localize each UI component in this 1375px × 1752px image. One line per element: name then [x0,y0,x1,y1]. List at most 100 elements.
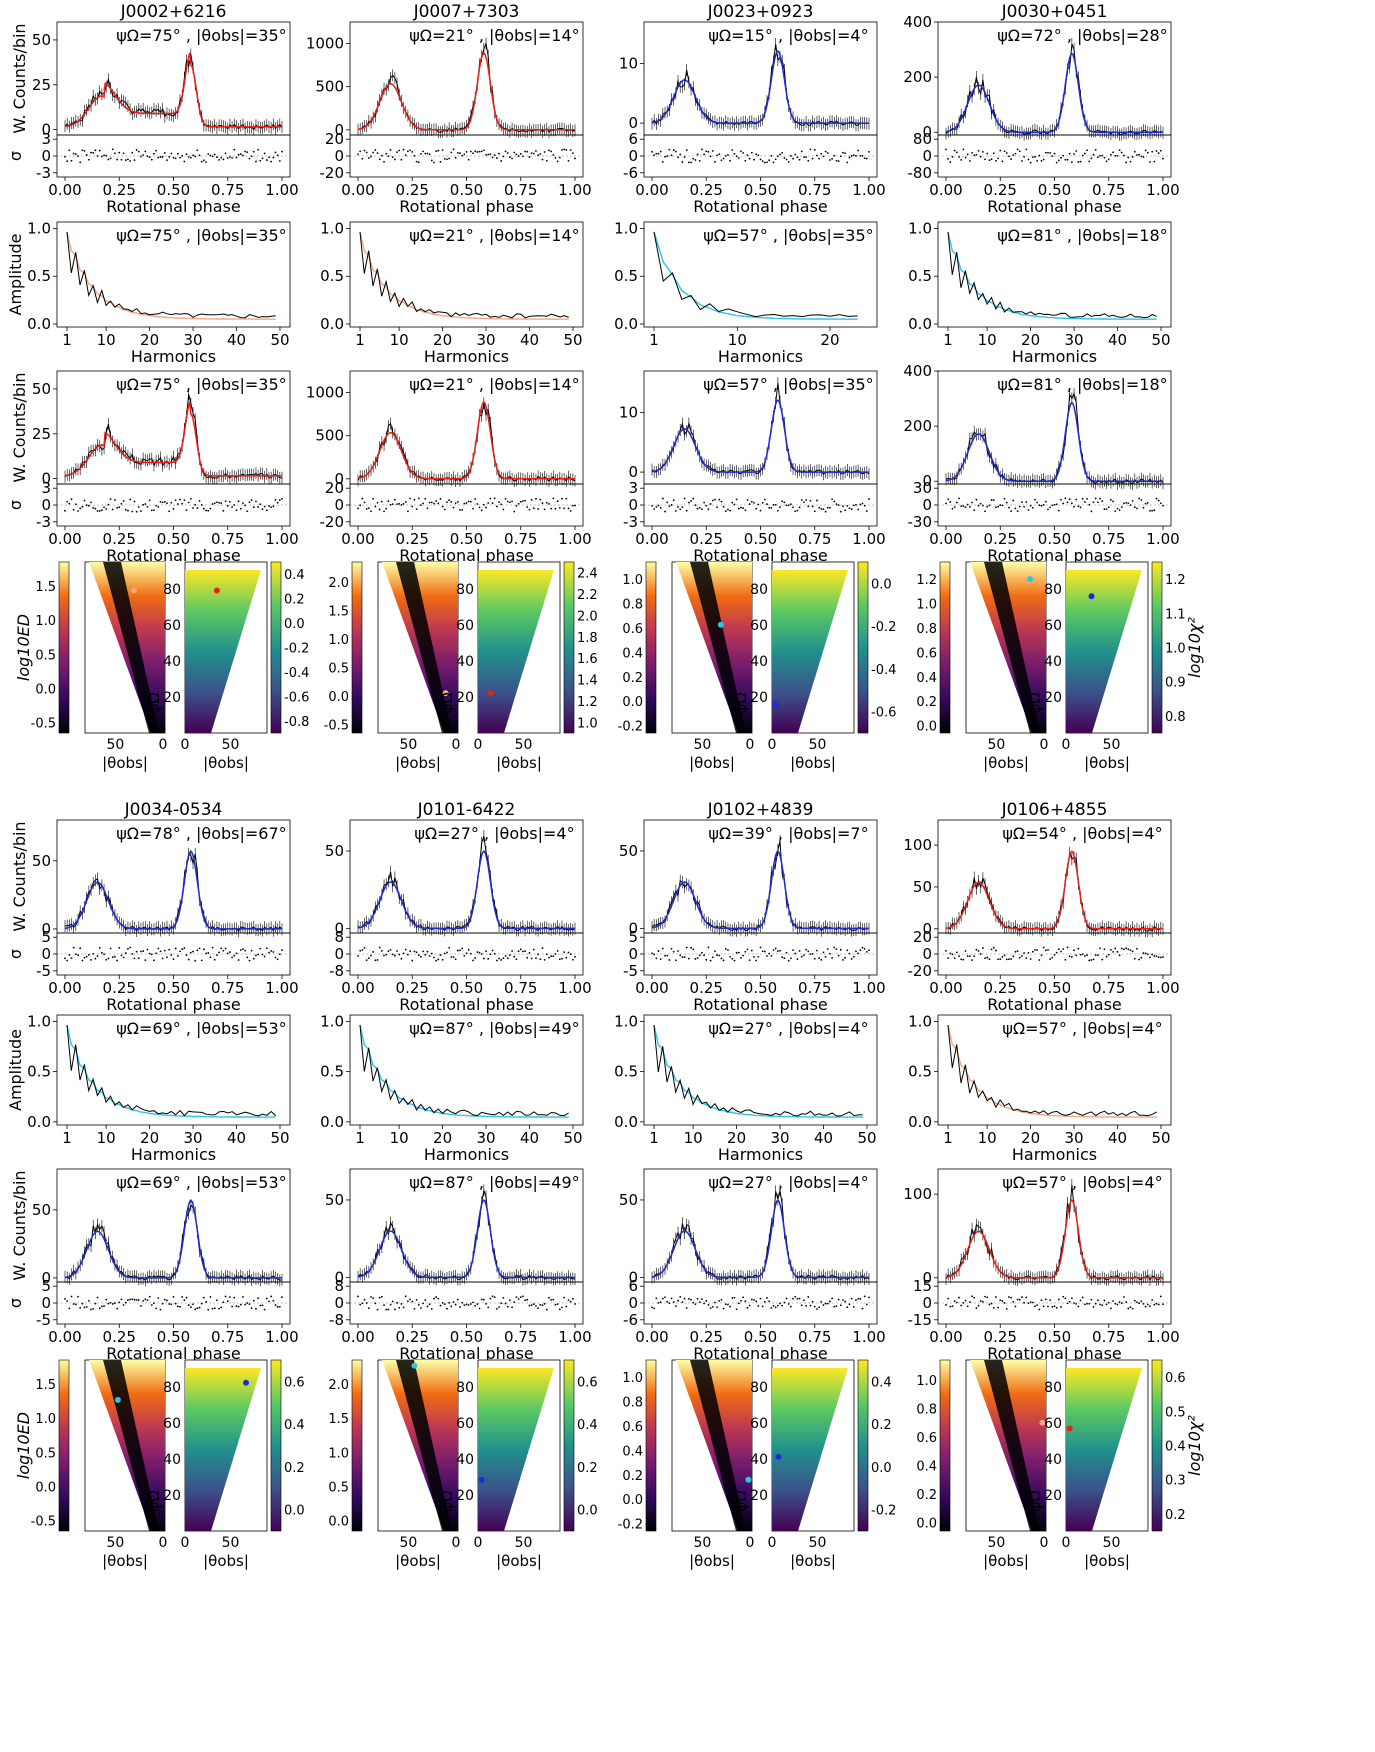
residual-point [407,510,409,513]
residual-point [679,954,682,957]
harmonics-ytick-label: 1.0 [908,219,932,237]
residual-point [539,1303,542,1306]
residual-point [482,503,485,506]
residual-point [454,156,457,159]
residual-point [672,149,675,151]
residual-point [74,153,77,156]
residual-point [439,160,442,163]
residual-point [1149,509,1151,512]
residual-point [196,1307,199,1310]
residual-point [798,158,801,161]
profile-xtick-label: 0.25 [984,181,1017,199]
residual-point [357,507,359,510]
residual-point [157,506,160,508]
residual-point [1116,507,1119,510]
map-right-xtick-label: 0 [474,737,483,753]
residual-point [545,1308,548,1311]
colorbar-left-tick-label: 1.5 [328,604,349,619]
residual-point [515,504,518,507]
residual-point [1036,501,1039,504]
residual-point [131,510,134,513]
harmonics-model-line [653,1024,863,1118]
residual-point [683,156,686,158]
residual-point [855,155,857,157]
profile-model-line [64,401,282,477]
colorbar-left-tick-label: 1.5 [35,1378,56,1393]
residual-point [417,497,420,500]
residual-point [659,150,662,153]
residual-point [448,157,451,160]
residual-point [705,958,708,961]
residual-point [805,948,807,951]
residual-point [491,156,494,159]
colorbar-right-tick-label: 0.4 [577,1418,598,1433]
residual-point [1107,506,1110,509]
residual-point [166,159,168,162]
residual-point [681,956,684,959]
residual-point [79,1306,82,1309]
residual-point [114,955,116,958]
residual-point [955,951,958,954]
fit-parameters-label: ψΩ=69° , |θobs|=53° [116,1019,286,1038]
residual-point [569,510,572,512]
residual-point [813,1305,816,1308]
residual-point [250,1307,253,1309]
residual-point [509,1299,511,1302]
colorbar-right-tick-label: 1.1 [1165,607,1186,622]
residual-point [863,1295,866,1298]
residual-point [532,1303,535,1306]
residual-point [242,948,244,951]
residual-point [947,957,950,960]
residual-point [274,1304,277,1306]
colorbar-right [270,1359,282,1532]
residual-point [246,1302,249,1304]
residual-point [111,1303,114,1305]
residual-point [951,953,954,956]
residual-point [116,959,118,962]
residual-point [272,951,275,953]
map-left-xtick-label: 0 [1040,737,1049,753]
residual-point [685,1307,688,1309]
colorbar-left [351,1359,363,1532]
residual-point [859,949,862,952]
residual-point [176,1305,179,1308]
residual-point [714,498,716,501]
residual-point [787,504,790,507]
map-left-valley [984,562,1040,733]
map-left-xtick-label: 50 [399,737,417,753]
residual-point [187,1304,190,1306]
residual-point [1127,502,1130,505]
fit-parameters-label: ψΩ=27° , |θobs|=4° [708,1019,868,1038]
residual-point [709,155,712,158]
map-right-xtick-label: 0 [1062,1535,1071,1551]
residual-point [359,150,362,153]
profile-xtick-label: 1.00 [852,181,885,199]
residual-point [172,508,175,510]
residual-point [220,502,223,505]
residual-point [463,153,466,156]
residual-point [653,154,656,157]
residual-point [79,161,82,164]
residual-point [420,152,422,155]
residual-point [984,158,986,161]
residual-point [567,951,570,954]
residual-point [962,1301,965,1304]
residual-point [759,158,762,161]
residual-point [1153,509,1156,512]
residual-point [1092,153,1095,156]
residual-point [809,1304,812,1307]
residual-point [413,498,416,501]
residual-point [986,1296,989,1299]
residual-point [748,503,751,505]
residual-point [467,158,470,161]
residual-point [387,950,390,953]
residual-point [222,509,225,512]
colorbar-left-tick-label: 1.5 [35,580,56,595]
residual-point [532,507,535,510]
residual-point [781,151,784,154]
residual-point [831,1297,834,1300]
map-right-ytick-label: 40 [163,654,181,670]
residual-ytick-label: 0 [41,945,51,963]
profile-xtick-label: 0.00 [48,530,81,548]
